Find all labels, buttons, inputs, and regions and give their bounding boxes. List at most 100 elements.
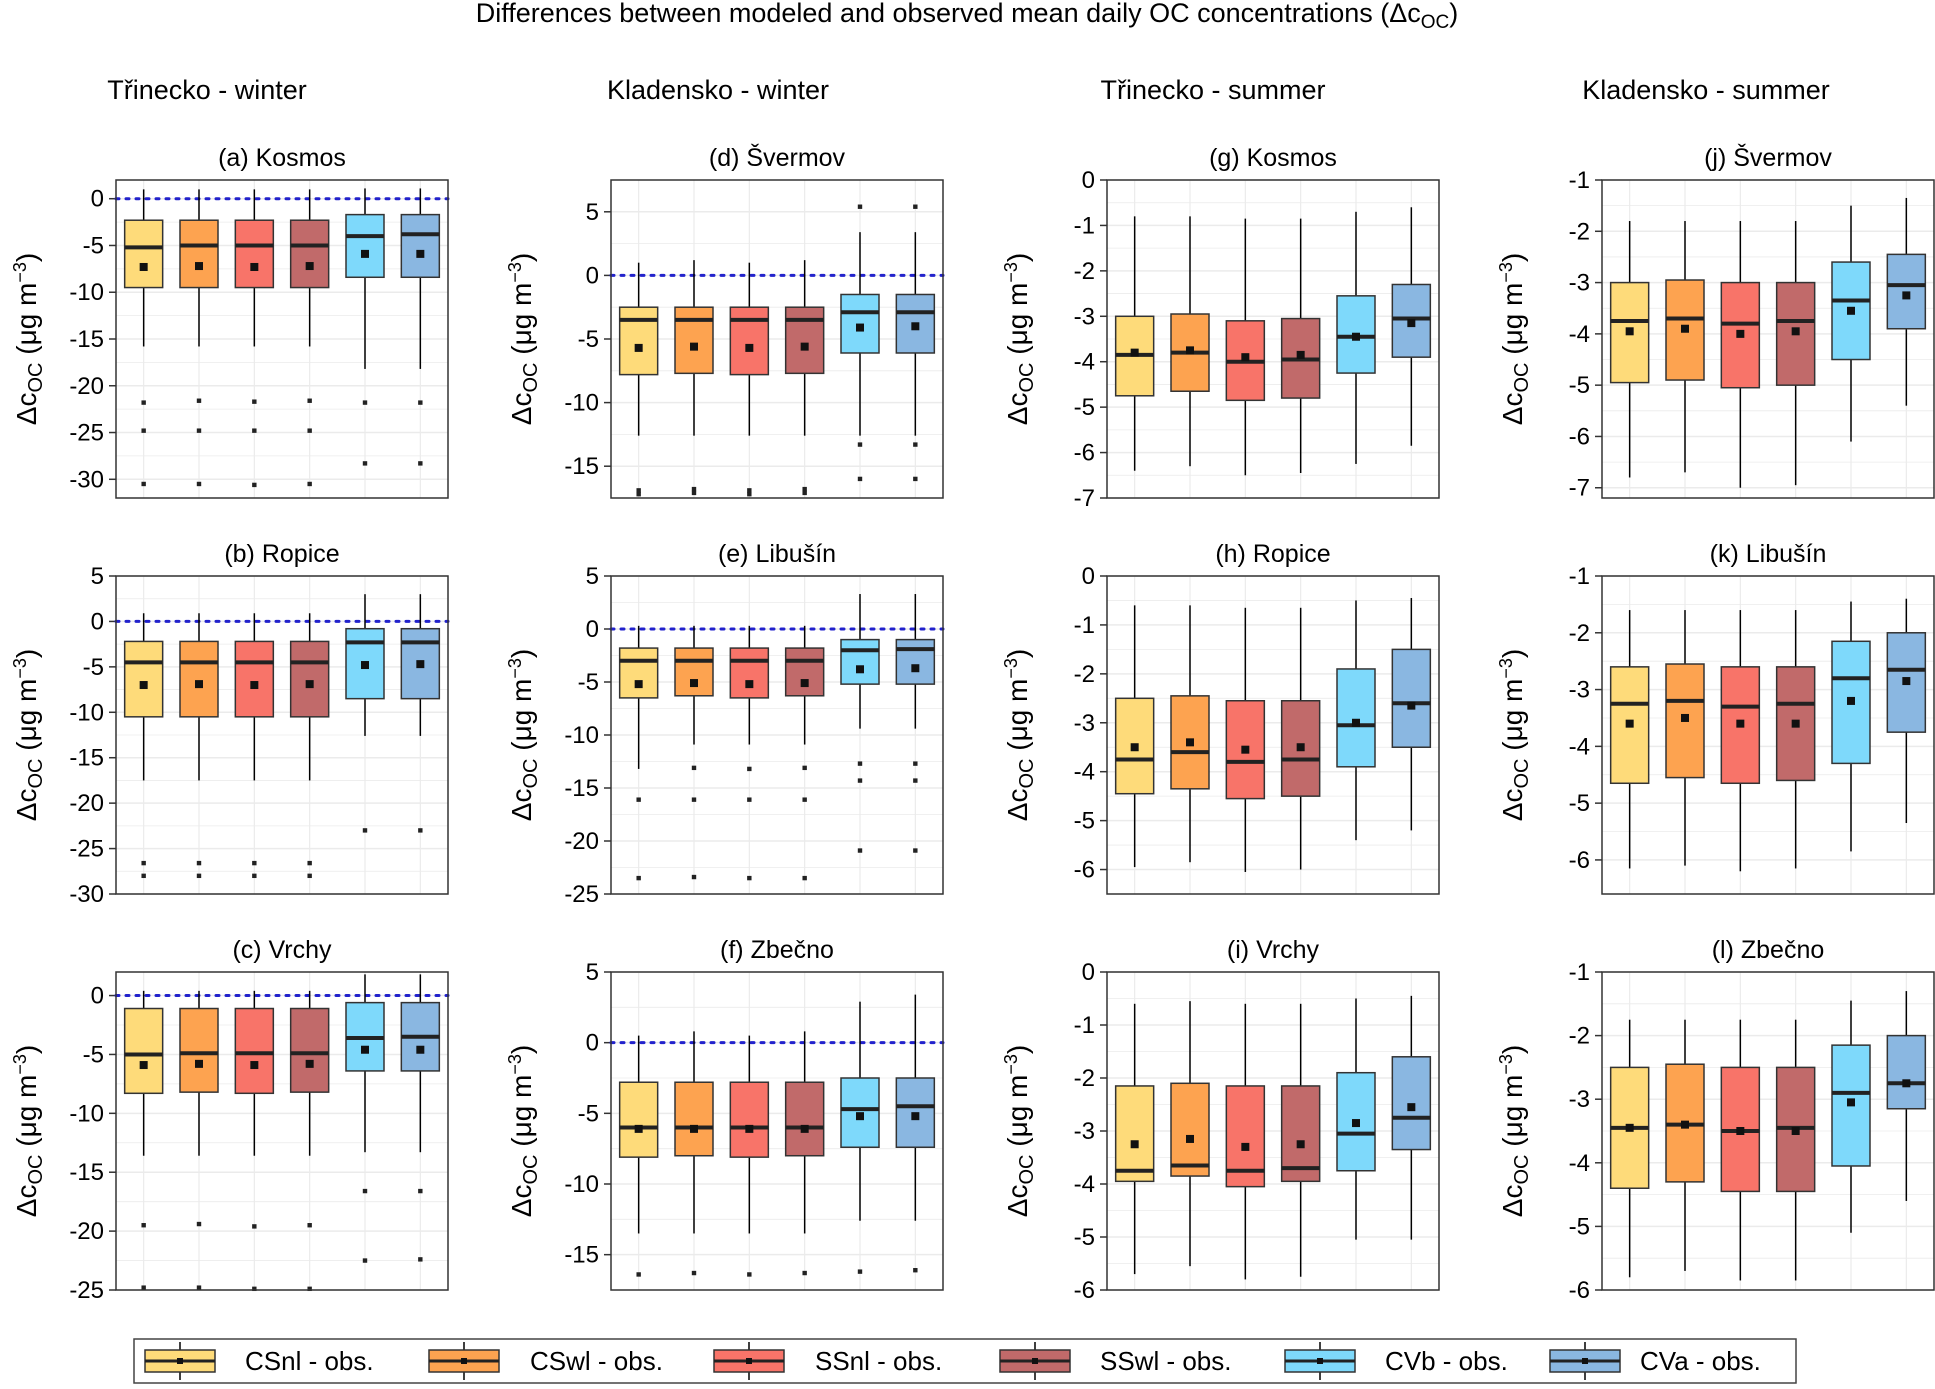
mean-marker	[1186, 346, 1194, 355]
y-tick-label: 0	[586, 262, 599, 289]
box-1	[618, 262, 659, 497]
box-body	[289, 640, 330, 718]
y-axis-label: ΔcOC (μg m−3)	[505, 1045, 542, 1217]
box-3	[1225, 218, 1266, 476]
outlier-point	[857, 848, 863, 853]
y-tick-label: -30	[69, 466, 104, 493]
y-tick-label: -3	[1074, 1118, 1095, 1145]
box-4	[784, 625, 825, 881]
grid	[1602, 179, 1934, 498]
box-4	[1775, 221, 1816, 486]
y-tick-label: -5	[1074, 1224, 1095, 1251]
y-tick-label: -15	[564, 1242, 599, 1269]
outlier-point	[857, 442, 863, 447]
box-5	[345, 594, 385, 833]
mean-marker	[250, 681, 259, 690]
y-tick-label: -1	[1569, 167, 1590, 194]
box-4	[289, 189, 330, 487]
box-1	[1609, 1019, 1650, 1278]
y-tick-label: -15	[69, 745, 104, 772]
mean-marker	[1130, 1140, 1139, 1149]
mean-marker	[800, 679, 809, 688]
mean-marker	[856, 1112, 864, 1121]
mean-marker	[361, 661, 369, 670]
box-2	[1170, 1001, 1210, 1267]
box-body	[179, 640, 219, 718]
outlier-point	[913, 442, 918, 447]
y-tick-label: 0	[586, 616, 599, 643]
outlier-point	[913, 778, 918, 783]
y-tick-label: -25	[69, 1277, 104, 1304]
box-4	[1280, 218, 1321, 474]
y-tick-label: -5	[578, 1100, 599, 1127]
mean-marker	[1736, 329, 1745, 338]
box-body	[123, 1007, 164, 1095]
y-tick-label: -15	[69, 326, 104, 353]
box-5	[1336, 600, 1376, 841]
box-6	[400, 974, 441, 1262]
column-header-4: Kladensko - summer	[1582, 75, 1830, 105]
box-5	[345, 974, 385, 1263]
box-body	[1391, 648, 1432, 748]
box-3	[1225, 607, 1266, 872]
mean-marker	[1296, 1140, 1305, 1149]
legend-item-6: CVa - obs.	[1549, 1342, 1761, 1380]
outlier-point	[747, 1272, 752, 1277]
mean-marker	[1625, 327, 1634, 336]
outlier-point	[307, 860, 312, 866]
outlier-point	[196, 1221, 202, 1227]
box-body	[234, 1007, 275, 1095]
y-tick-label: -2	[1569, 218, 1590, 245]
outlier-point	[636, 797, 641, 802]
outlier-point	[636, 488, 641, 493]
outlier-point	[362, 828, 368, 833]
outlier-point	[418, 400, 423, 405]
y-tick-label: -1	[1074, 1012, 1095, 1039]
mean-marker	[416, 1045, 425, 1054]
legend-key-mean	[1582, 1358, 1588, 1364]
outlier-point	[913, 1268, 918, 1273]
box-2	[1170, 216, 1210, 467]
mean-marker	[1847, 1098, 1855, 1107]
panel-10: (j) Švermov -1 -2 -3 -4 -5 -6 -7 ΔcOC (μg m−3)	[1496, 143, 1935, 502]
grid	[1602, 575, 1934, 894]
y-tick-label: -3	[1569, 677, 1590, 704]
outlier-point	[802, 797, 807, 802]
box-2	[1665, 1019, 1705, 1271]
y-tick-label: 5	[91, 563, 104, 590]
panel-2: (b) Ropice 5 0 -5 -10 -15 -20 -25 -30 ΔcOC (μg m−…	[10, 540, 450, 908]
box-body	[674, 1081, 714, 1157]
mean-marker	[634, 680, 643, 689]
box-6	[1886, 991, 1927, 1201]
mean-marker	[634, 1124, 643, 1133]
column-header-3: Třinecko - summer	[1100, 75, 1325, 105]
y-tick-label: -5	[1569, 1213, 1590, 1240]
box-5	[1831, 1000, 1871, 1233]
box-1	[123, 613, 164, 879]
y-tick-label: -2	[1074, 661, 1095, 688]
outlier-point	[802, 1270, 807, 1276]
mean-marker	[1736, 1127, 1745, 1135]
box-body	[400, 213, 441, 279]
mean-marker	[690, 679, 698, 688]
box-body	[784, 1081, 825, 1157]
box-3	[1225, 1003, 1266, 1280]
outlier-point	[747, 875, 752, 881]
panel-11: (k) Libušín -1 -2 -3 -4 -5 -6 ΔcOC (μg m−3)	[1496, 540, 1935, 895]
y-tick-label: -15	[564, 775, 599, 802]
outlier-point	[307, 481, 312, 487]
grid	[1107, 971, 1439, 1291]
mean-marker	[1407, 701, 1416, 710]
mean-marker	[911, 322, 920, 331]
outlier-point	[252, 873, 257, 879]
outlier-point	[362, 461, 368, 466]
outlier-point	[636, 491, 641, 497]
mean-marker	[1791, 327, 1800, 336]
box-2	[1665, 221, 1705, 473]
outlier-point	[913, 848, 918, 853]
y-tick-label: -5	[1074, 808, 1095, 835]
outlier-point	[307, 398, 312, 403]
outlier-point	[857, 204, 863, 209]
y-tick-label: -6	[1074, 857, 1095, 884]
y-tick-label: -1	[1569, 959, 1590, 986]
